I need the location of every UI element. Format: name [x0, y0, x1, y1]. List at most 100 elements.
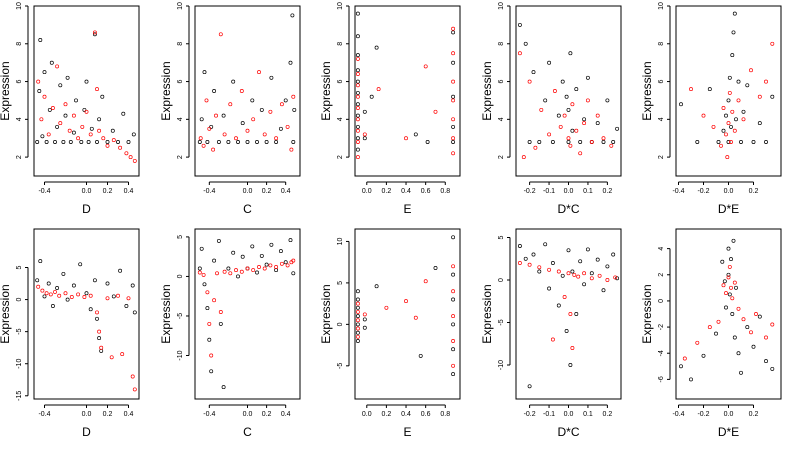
data-point-series-1 [95, 316, 99, 321]
data-point-series-2 [719, 143, 723, 148]
data-point-series-1 [84, 79, 89, 84]
data-point-series-1 [764, 359, 768, 364]
data-point-series-1 [105, 281, 110, 286]
data-point-series-1 [240, 254, 245, 259]
y-tick-label: 5 [498, 235, 505, 239]
data-point-series-1 [111, 294, 116, 299]
scatter-panel-10: -0.4 -0.2 0.0 0.2 -6 -4 -2 0 2 4 D*E Expression [640, 228, 782, 439]
data-point-series-1 [355, 136, 360, 141]
data-point-series-2 [568, 143, 573, 148]
data-point-series-2 [404, 299, 408, 304]
data-point-series-1 [355, 113, 360, 118]
data-point-series-1 [207, 337, 212, 342]
data-point-series-1 [38, 259, 43, 264]
y-tick-label: 2 [658, 155, 665, 159]
data-point-series-1 [65, 297, 70, 302]
x-tick-label: -0.4 [38, 188, 50, 195]
data-point-series-2 [451, 151, 456, 156]
data-point-series-2 [285, 124, 290, 129]
data-point-series-2 [601, 136, 606, 141]
data-point-series-1 [97, 336, 102, 341]
data-point-series-2 [707, 325, 712, 330]
data-point-series-2 [214, 113, 218, 118]
x-tick-label: -0.4 [203, 188, 215, 195]
data-point-series-1 [63, 113, 68, 118]
x-tick-label: 0.4 [401, 188, 411, 195]
data-point-series-1 [570, 269, 575, 274]
data-point-series-1 [734, 117, 738, 122]
data-point-series-1 [730, 312, 735, 316]
data-point-series-1 [199, 117, 204, 122]
data-point-series-2 [451, 26, 456, 31]
scatter-panel-4: -0.2 -0.1 0.0 0.1 0.2 2 4 6 8 10 D*C Expression [480, 2, 622, 216]
x-tick-label: -0.1 [543, 411, 555, 418]
data-point-series-2 [42, 94, 47, 99]
data-point-series-1 [566, 140, 571, 144]
data-point-series-1 [362, 109, 367, 114]
y-axis-title: Expression [319, 284, 333, 343]
x-tick-label: 0.2 [749, 411, 759, 418]
data-point-series-1 [374, 45, 379, 50]
data-point-series-1 [722, 279, 727, 284]
data-point-series-1 [714, 331, 718, 336]
data-point-series-2 [566, 271, 571, 276]
data-point-series-2 [730, 296, 735, 301]
data-point-series-2 [741, 117, 746, 122]
data-point-series-2 [726, 121, 731, 126]
data-point-series-2 [711, 124, 716, 129]
data-point-series-2 [289, 147, 294, 152]
data-point-series-1 [741, 109, 746, 114]
x-tick-label: 0.2 [603, 411, 613, 418]
data-point-series-2 [198, 136, 203, 141]
data-point-series-1 [550, 261, 555, 265]
data-point-series-2 [724, 291, 728, 296]
data-point-series-1 [595, 257, 600, 262]
data-point-series-1 [564, 329, 569, 333]
y-tick-label: 8 [658, 42, 665, 46]
y-tick-label: -10 [177, 350, 184, 360]
data-point-series-1 [100, 94, 105, 99]
data-point-series-1 [46, 281, 51, 286]
data-point-series-1 [731, 30, 736, 35]
data-point-series-2 [97, 128, 102, 133]
data-point-series-1 [721, 128, 726, 133]
y-tick-label: 5 [337, 281, 344, 285]
data-point-series-2 [552, 89, 557, 93]
data-point-series-1 [209, 369, 214, 374]
data-point-series-1 [451, 297, 456, 302]
data-point-series-1 [274, 268, 279, 273]
x-tick-label: 0.2 [103, 188, 113, 195]
scatter-panel-9: -0.2 -0.1 0.0 0.1 0.2 -10 -5 0 5 D*C Expression [480, 228, 622, 439]
y-tick-label: 0 [16, 298, 23, 302]
data-point-series-2 [376, 87, 381, 92]
y-tick-label: 2 [16, 155, 23, 159]
data-point-series-1 [724, 113, 728, 118]
data-point-series-2 [268, 109, 273, 114]
data-point-series-2 [770, 41, 775, 46]
data-point-series-1 [739, 140, 743, 144]
data-point-series-1 [568, 51, 573, 56]
data-point-series-1 [568, 363, 573, 367]
data-point-series-2 [205, 290, 210, 295]
y-tick-label: 2 [498, 155, 505, 159]
y-tick-label: 0 [498, 278, 505, 282]
data-point-series-2 [727, 90, 732, 95]
x-tick-label: 0.2 [382, 188, 392, 195]
data-point-series-1 [433, 266, 438, 270]
data-point-series-2 [120, 352, 125, 357]
y-tick-label: 0 [177, 274, 184, 278]
data-point-series-2 [355, 117, 360, 122]
data-point-series-2 [725, 155, 730, 160]
data-point-series-2 [215, 271, 219, 276]
y-tick-label: 8 [16, 42, 23, 46]
data-point-series-1 [49, 60, 54, 65]
data-point-series-2 [451, 98, 456, 103]
data-point-series-2 [423, 279, 428, 284]
y-axis-title: Expression [480, 61, 494, 120]
data-point-series-1 [61, 271, 66, 276]
data-point-series-2 [689, 87, 693, 92]
data-point-series-1 [595, 121, 600, 126]
data-point-series-1 [362, 317, 367, 322]
y-tick-label: -6 [658, 376, 665, 382]
data-point-series-2 [517, 261, 522, 265]
